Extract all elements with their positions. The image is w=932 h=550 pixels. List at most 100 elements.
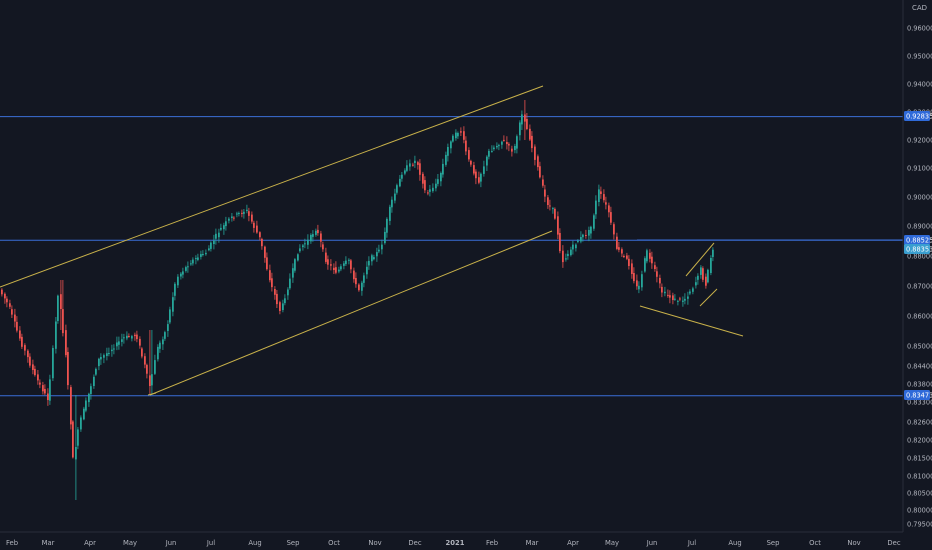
candle (215, 228, 217, 245)
candle (269, 264, 271, 283)
trendline[interactable] (699, 288, 718, 307)
time-tick-label: Dec (887, 539, 900, 547)
candle (414, 155, 416, 168)
candle (213, 234, 215, 250)
candle (327, 255, 329, 270)
candle (531, 131, 533, 153)
candle (460, 127, 462, 136)
candle (554, 207, 556, 220)
trendline[interactable] (147, 392, 157, 396)
candle (299, 244, 301, 253)
candle (141, 347, 143, 359)
candle (19, 326, 21, 341)
price-badge: 0.83473 (904, 390, 932, 400)
price-badge: 0.92835 (904, 111, 932, 121)
candle (134, 332, 136, 341)
candle (409, 159, 411, 171)
candle (322, 241, 324, 252)
candle (447, 143, 449, 162)
candle (562, 245, 564, 268)
candle (223, 222, 225, 235)
candle (654, 261, 656, 272)
candle (330, 259, 332, 271)
candle (177, 274, 179, 288)
candle (707, 268, 709, 284)
candle (534, 144, 536, 166)
candle (70, 384, 72, 430)
candle (651, 251, 653, 269)
candle (39, 379, 41, 389)
candle (638, 281, 640, 294)
candle (231, 213, 233, 222)
candle (575, 243, 577, 252)
currency-label: CAD (912, 4, 927, 12)
time-tick-label: Feb (6, 539, 18, 547)
candle (664, 286, 666, 297)
candle (590, 225, 592, 239)
candle (100, 353, 102, 365)
candle (21, 333, 23, 349)
candle (180, 272, 182, 280)
candle (287, 287, 289, 300)
candle (435, 178, 437, 192)
price-tick-label: 0.80500 (907, 490, 932, 498)
candle (677, 299, 679, 306)
time-tick-label: 2021 (446, 539, 465, 547)
trendline[interactable] (639, 305, 744, 337)
candle (572, 240, 574, 255)
trendline[interactable] (0, 85, 544, 288)
candle (34, 365, 36, 377)
candle (164, 330, 166, 341)
candle (72, 420, 74, 459)
candle (353, 267, 355, 283)
candle (506, 136, 508, 150)
candle (131, 334, 133, 342)
candle (452, 134, 454, 143)
candle (246, 204, 248, 214)
candle (210, 241, 212, 252)
candle (529, 124, 531, 141)
candle (661, 283, 663, 298)
candle (146, 363, 148, 379)
price-tick-label: 0.94000 (907, 81, 932, 89)
candle (582, 233, 584, 242)
candle (218, 228, 220, 243)
price-badge-label: 0.88353 (906, 246, 932, 254)
candle (289, 273, 291, 290)
plot-area[interactable] (0, 85, 903, 500)
candle (49, 374, 51, 405)
candle (659, 274, 661, 289)
candle (338, 266, 340, 274)
candle (493, 145, 495, 151)
candle (149, 330, 151, 395)
candle (537, 154, 539, 171)
candle (547, 195, 549, 209)
candle (93, 374, 95, 389)
candle (552, 206, 554, 214)
candle (279, 300, 281, 315)
candle (192, 257, 194, 266)
candle (702, 266, 704, 283)
candle (613, 222, 615, 240)
time-axis[interactable]: Feb Mar Apr May Jun Jul Aug Sep Oct Nov Dec 2021 Feb… (6, 539, 901, 547)
candle (623, 254, 625, 258)
time-tick-label: Apr (567, 539, 579, 547)
candle (501, 140, 503, 149)
price-badge-label: 0.83473 (906, 392, 932, 400)
trendline[interactable] (685, 242, 715, 277)
candle (692, 286, 694, 295)
candle (169, 306, 171, 325)
trendline[interactable] (149, 230, 553, 396)
candle (404, 168, 406, 176)
candle (712, 247, 714, 262)
candle (11, 305, 13, 318)
candle (679, 296, 681, 302)
candle (542, 175, 544, 188)
time-tick-label: Sep (767, 539, 780, 547)
price-axis[interactable]: 0.960000.950000.940000.930000.920000.910… (904, 25, 932, 529)
candle (483, 160, 485, 177)
candle (243, 209, 245, 219)
candle (427, 190, 429, 196)
